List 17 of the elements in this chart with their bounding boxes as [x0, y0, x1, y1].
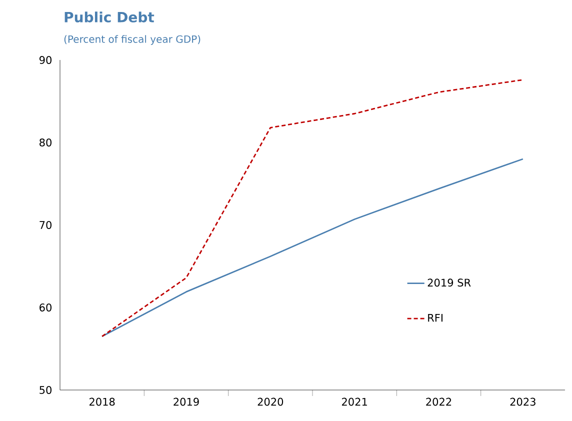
legend-label: RFI	[428, 314, 442, 322]
x-tick-label: 2020	[258, 398, 284, 406]
y-tick-label: 70	[40, 221, 52, 229]
x-tick-label: 2022	[426, 398, 452, 406]
legend-label: 2019 SR	[428, 278, 471, 287]
x-tick-label: 2023	[510, 398, 536, 406]
y-tick-label: 90	[40, 56, 52, 64]
chart-title: Public Debt	[64, 12, 154, 22]
x-tick-label: 2021	[342, 398, 367, 406]
y-tick-label: 80	[40, 138, 52, 146]
y-tick-label: 60	[40, 304, 52, 312]
chart-subtitle: (Percent of fiscal year GDP)	[64, 35, 200, 45]
line-series	[101, 158, 524, 338]
y-tick-label: 50	[40, 386, 52, 394]
x-tick-label: 2018	[89, 398, 115, 406]
line-series	[101, 79, 524, 338]
x-tick-label: 2019	[174, 398, 199, 406]
